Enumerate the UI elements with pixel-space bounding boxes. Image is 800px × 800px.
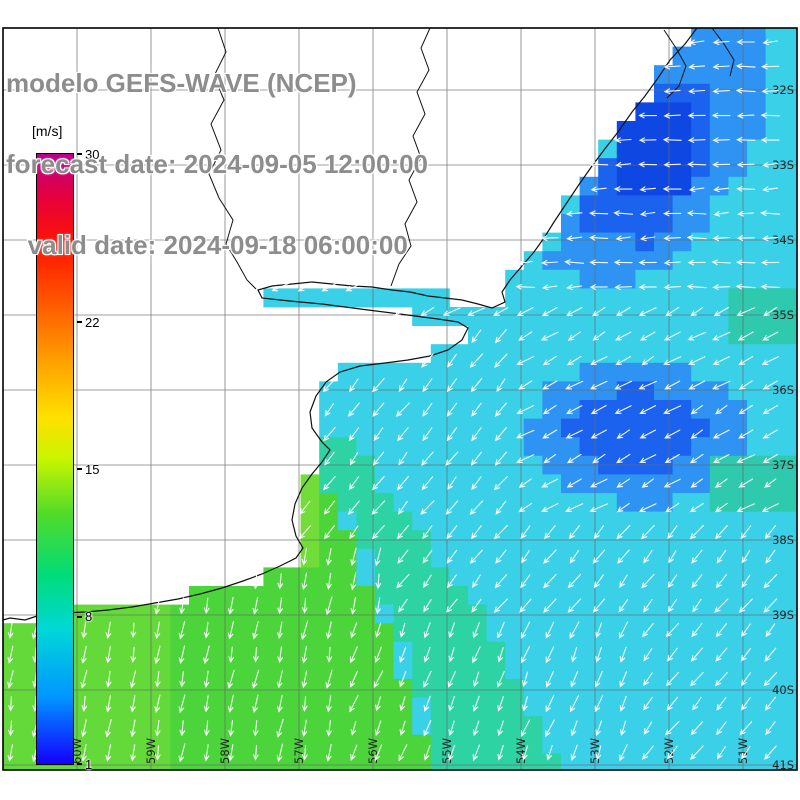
river-line	[711, 27, 735, 77]
lat-label: 40S	[772, 683, 794, 697]
colorbar-tick-label: 1	[85, 756, 93, 772]
lat-label: 41S	[772, 758, 794, 772]
lat-label: 34S	[772, 233, 794, 247]
lat-label: 35S	[772, 308, 794, 322]
river-line	[208, 27, 257, 290]
coastline	[2, 27, 698, 621]
lon-label: 55W	[440, 738, 454, 764]
lon-label: 59W	[144, 738, 158, 764]
colorbar-tick-mark	[77, 615, 82, 618]
river-line	[663, 29, 687, 99]
colorbar-gradient	[36, 153, 74, 765]
lat-label: 32S	[772, 83, 794, 97]
colorbar-tick-label: 8	[85, 609, 93, 625]
lon-label: 58W	[218, 738, 232, 764]
map-border	[2, 27, 798, 771]
colorbar-tick: 15	[77, 461, 100, 477]
lon-label: 57W	[292, 738, 306, 764]
lat-label: 38S	[772, 533, 794, 547]
model-title: modelo GEFS-WAVE (NCEP)	[6, 68, 357, 98]
coastline-layer	[2, 27, 735, 621]
colorbar-ticks: 30 22 15 8 1	[77, 147, 137, 772]
colorbar-tick-label: 30	[85, 146, 100, 162]
forecast-date-line: forecast date: 2024-09-05 12:00:00	[6, 149, 429, 179]
lat-label: 33S	[772, 158, 794, 172]
colorbar-unit-label: [m/s]	[32, 123, 63, 139]
grid-layer	[3, 28, 797, 770]
wave-direction-arrows	[7, 39, 781, 763]
lat-label: 36S	[772, 383, 794, 397]
colorbar: [m/s] 30 22 15 8 1	[30, 123, 142, 783]
colorbar-tick-label: 15	[85, 461, 100, 477]
plot-header: modelo GEFS-WAVE (NCEP) forecast date: 2…	[6, 16, 428, 313]
colorbar-tick-mark	[77, 468, 82, 471]
river-line	[390, 27, 431, 287]
lat-label: 39S	[772, 608, 794, 622]
wave-field-layer	[3, 28, 798, 771]
lon-label: 51W	[736, 738, 750, 764]
colorbar-tick-mark	[77, 321, 82, 324]
colorbar-tick: 30	[77, 146, 100, 162]
colorbar-tick: 22	[77, 314, 100, 330]
lon-label: 52W	[662, 738, 676, 764]
colorbar-tick-mark	[77, 153, 82, 155]
colorbar-tick-label: 22	[85, 314, 100, 330]
colorbar-tick: 1	[77, 756, 93, 772]
lon-label: 56W	[366, 738, 380, 764]
colorbar-tick-mark	[77, 763, 82, 765]
valid-date-line: valid date: 2024-09-18 06:00:00	[6, 230, 408, 260]
lat-label: 37S	[772, 458, 794, 472]
colorbar-tick: 8	[77, 609, 93, 625]
